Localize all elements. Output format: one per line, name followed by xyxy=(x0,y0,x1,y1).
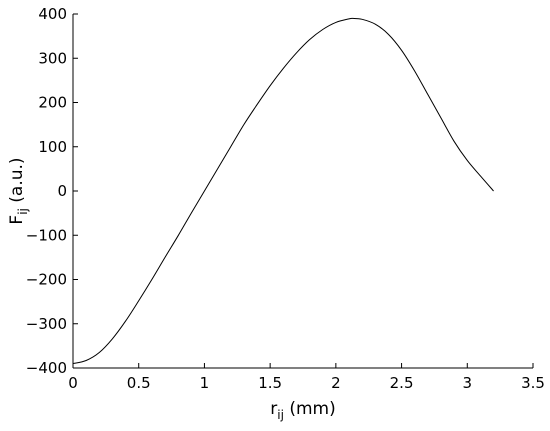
x-tick-label: 1.5 xyxy=(258,374,282,392)
y-tick-label: 200 xyxy=(38,94,67,112)
x-tick-label: 0 xyxy=(68,374,78,392)
y-tick-label: 100 xyxy=(38,138,67,156)
x-ticks: 0 0.5 1 1.5 2 2.5 3 3.5 xyxy=(68,363,545,392)
x-tick-label: 3 xyxy=(463,374,473,392)
x-tick-label: 0.5 xyxy=(127,374,151,392)
y-tick-label: −200 xyxy=(26,271,67,289)
x-axis-label-sub: ij xyxy=(277,408,284,422)
x-axis-label: rij (mm) xyxy=(270,399,335,422)
y-tick-label: 300 xyxy=(38,49,67,67)
x-axis-label-unit: (mm) xyxy=(284,399,336,419)
x-tick-label: 2.5 xyxy=(390,374,414,392)
y-axis-label: Fij (a.u.) xyxy=(7,157,30,224)
y-tick-label: 400 xyxy=(38,5,67,23)
x-tick-label: 3.5 xyxy=(521,374,545,392)
y-ticks: −400 −300 −200 −100 0 100 200 300 400 xyxy=(26,5,78,377)
axes xyxy=(72,14,533,369)
y-tick-label: 0 xyxy=(57,182,67,200)
y-tick-label: −400 xyxy=(26,359,67,377)
x-tick-label: 2 xyxy=(331,374,341,392)
x-axis-label-main: r xyxy=(270,399,277,419)
y-axis-label-main: F xyxy=(7,215,27,225)
series-group xyxy=(72,17,494,365)
x-tick-label: 1 xyxy=(200,374,210,392)
y-tick-label: −300 xyxy=(26,315,67,333)
y-tick-label: −100 xyxy=(26,226,67,244)
y-axis-label-unit: (a.u.) xyxy=(7,157,27,208)
series-line xyxy=(72,17,494,365)
y-axis-label-sub: ij xyxy=(16,208,30,215)
